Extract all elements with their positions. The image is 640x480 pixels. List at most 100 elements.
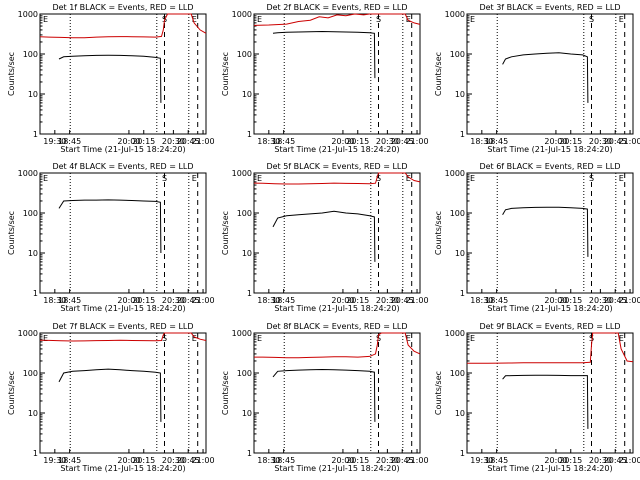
y-tick-label: 1 — [247, 130, 252, 139]
panel-title: Det 3f BLACK = Events, RED = LLD — [479, 3, 620, 12]
x-tick-label: 21:00 — [192, 137, 215, 146]
end-marker: E — [257, 15, 262, 24]
panel-title: Det 6f BLACK = Events, RED = LLD — [479, 162, 620, 171]
start-marker: S — [162, 174, 167, 183]
x-tick-label: 18:45 — [58, 137, 81, 146]
events-series-line — [58, 368, 162, 422]
end-marker: E — [192, 174, 197, 183]
lld-series-line — [39, 13, 207, 39]
y-axis-label: Counts/sec — [434, 211, 443, 255]
end-marker: E — [43, 174, 48, 183]
y-tick-label: 100 — [237, 369, 252, 378]
y-tick-label: 1 — [33, 449, 38, 458]
events-series-line — [272, 30, 376, 79]
x-tick-label: 18:30 — [43, 296, 66, 305]
y-axis-label: Counts/sec — [7, 211, 16, 255]
detector-panel: Det 6f BLACK = Events, RED = LLD 1000 100 1… — [434, 162, 640, 313]
start-marker: S — [589, 174, 594, 183]
detector-panel: Det 8f BLACK = Events, RED = LLD 1000 100 1… — [221, 322, 429, 473]
plot-frame — [253, 332, 421, 454]
y-tick-label: 1 — [33, 130, 38, 139]
y-tick-label: 1000 — [18, 329, 38, 338]
x-tick-label: 20:15 — [559, 296, 582, 305]
start-marker: S — [162, 334, 167, 343]
plot-frame — [466, 332, 634, 454]
events-series-line — [58, 199, 162, 254]
y-axis-label: Counts/sec — [7, 52, 16, 96]
start-marker: S — [376, 15, 381, 24]
events-series-line — [58, 54, 162, 103]
y-tick-label: 10 — [28, 90, 38, 99]
x-tick-label: 20:15 — [559, 137, 582, 146]
y-tick-label: 1000 — [445, 329, 465, 338]
end-marker: E — [192, 334, 197, 343]
x-tick-label: 18:45 — [58, 456, 81, 465]
end-marker: E — [619, 174, 624, 183]
plot-frame — [39, 172, 207, 294]
x-tick-label: 20:30 — [376, 456, 399, 465]
x-tick-label: 21:00 — [406, 456, 429, 465]
end-marker: E — [406, 334, 411, 343]
detector-panel: Det 1f BLACK = Events, RED = LLD 1000 100 1… — [7, 3, 215, 154]
y-tick-label: 1000 — [18, 10, 38, 19]
x-tick-label: 20:45 — [391, 137, 414, 146]
y-tick-label: 100 — [450, 209, 465, 218]
x-tick-label: 19:30 — [43, 137, 66, 146]
plot-frame — [466, 13, 634, 135]
x-tick-label: 20:00 — [117, 296, 140, 305]
x-tick-label: 20:30 — [162, 137, 185, 146]
x-tick-label: 20:00 — [117, 456, 140, 465]
x-axis-label: Start Time (21-Jul-15 18:24:20) — [60, 145, 185, 154]
x-tick-label: 20:00 — [544, 137, 567, 146]
y-axis-label: Counts/sec — [7, 371, 16, 415]
lld-series-line — [253, 13, 421, 26]
y-tick-label: 100 — [237, 209, 252, 218]
x-tick-label: 20:30 — [589, 296, 612, 305]
x-tick-label: 20:15 — [559, 456, 582, 465]
panel-title: Det 7f BLACK = Events, RED = LLD — [52, 322, 193, 331]
start-marker: S — [589, 15, 594, 24]
detector-panel: Det 9f BLACK = Events, RED = LLD 1000 100 1… — [434, 322, 640, 473]
x-tick-label: 21:00 — [192, 456, 215, 465]
x-tick-label: 19:30 — [470, 456, 493, 465]
x-tick-label: 18:45 — [58, 296, 81, 305]
x-tick-label: 20:00 — [544, 296, 567, 305]
x-tick-label: 20:30 — [589, 137, 612, 146]
y-axis-label: Counts/sec — [221, 211, 230, 255]
y-tick-label: 100 — [450, 369, 465, 378]
x-tick-label: 20:45 — [391, 296, 414, 305]
panel-title: Det 9f BLACK = Events, RED = LLD — [479, 322, 620, 331]
end-marker: E — [257, 174, 262, 183]
x-tick-label: 18:30 — [257, 296, 280, 305]
x-tick-label: 20:00 — [331, 137, 354, 146]
y-tick-label: 1 — [460, 289, 465, 298]
start-marker: S — [589, 334, 594, 343]
y-axis-label: Counts/sec — [434, 52, 443, 96]
y-tick-label: 10 — [455, 409, 465, 418]
x-tick-label: 20:00 — [117, 137, 140, 146]
x-axis-label: Start Time (21-Jul-15 18:24:20) — [60, 464, 185, 473]
events-series-line — [272, 368, 376, 422]
end-marker: E — [406, 174, 411, 183]
detector-panel: Det 5f BLACK = Events, RED = LLD 1000 100 1… — [221, 162, 429, 313]
x-tick-label: 20:30 — [376, 137, 399, 146]
y-axis-label: Counts/sec — [221, 371, 230, 415]
x-tick-label: 20:45 — [177, 296, 200, 305]
panel-title: Det 4f BLACK = Events, RED = LLD — [52, 162, 193, 171]
end-marker: E — [43, 15, 48, 24]
lld-series-line — [254, 332, 421, 359]
x-axis-label: Start Time (21-Jul-15 18:24:20) — [487, 304, 612, 313]
x-tick-label: 20:15 — [346, 137, 369, 146]
end-marker: E — [470, 15, 475, 24]
y-tick-label: 10 — [28, 249, 38, 258]
x-tick-label: 18:30 — [257, 456, 280, 465]
x-tick-label: 21:00 — [619, 456, 640, 465]
x-tick-label: 18:45 — [485, 296, 508, 305]
y-tick-label: 100 — [23, 50, 38, 59]
lld-series-line — [253, 172, 421, 185]
x-tick-label: 20:15 — [346, 456, 369, 465]
y-tick-label: 100 — [23, 369, 38, 378]
x-tick-label: 20:45 — [604, 137, 627, 146]
x-tick-label: 20:30 — [376, 296, 399, 305]
y-tick-label: 10 — [242, 409, 252, 418]
